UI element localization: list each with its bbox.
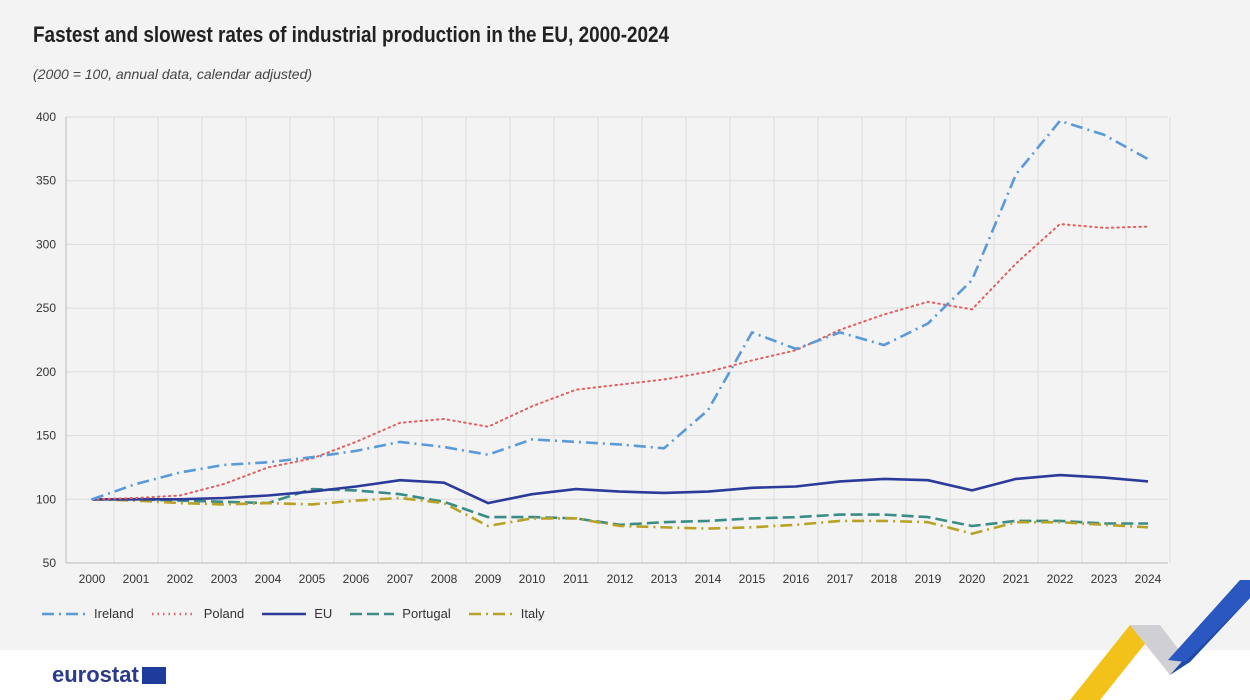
- x-tick-label: 2007: [387, 572, 414, 586]
- x-tick-label: 2019: [915, 572, 942, 586]
- y-tick-label: 50: [43, 556, 57, 570]
- x-tick-label: 2002: [167, 572, 194, 586]
- series-line-poland: [91, 223, 1149, 501]
- legend-label: Poland: [203, 606, 245, 621]
- legend-item-eu: EU: [262, 606, 332, 621]
- x-tick-label: 2024: [1135, 572, 1162, 586]
- x-tick-label: 2006: [343, 572, 370, 586]
- x-tick-label: 2020: [959, 572, 986, 586]
- legend-item-ireland: Ireland: [42, 606, 134, 621]
- legend-swatch: [350, 612, 395, 615]
- legend-swatch: [262, 612, 307, 615]
- series-line-eu: [92, 473, 1149, 505]
- brand-name: eurostat: [52, 662, 139, 687]
- legend-swatch: [151, 612, 196, 615]
- x-tick-label: 2004: [255, 572, 282, 586]
- x-tick-label: 2015: [739, 572, 766, 586]
- x-tick-label: 2005: [299, 572, 326, 586]
- legend-label: Portugal: [402, 606, 451, 621]
- legend: Ireland Poland EU Portugal Italy: [42, 606, 545, 621]
- x-tick-label: 2009: [475, 572, 502, 586]
- legend-item-poland: Poland: [151, 606, 245, 621]
- y-tick-label: 350: [36, 174, 56, 188]
- y-tick-label: 400: [36, 110, 56, 124]
- x-tick-label: 2014: [695, 572, 722, 586]
- legend-item-portugal: Portugal: [350, 606, 451, 621]
- x-tick-label: 2018: [871, 572, 898, 586]
- x-tick-label: 2021: [1003, 572, 1030, 586]
- y-tick-label: 300: [36, 237, 56, 251]
- series-line-ireland: [91, 119, 1149, 501]
- legend-item-italy: Italy: [468, 606, 545, 621]
- x-tick-label: 2012: [607, 572, 634, 586]
- legend-swatch: [468, 612, 513, 615]
- series-line-italy: [91, 496, 1149, 535]
- x-tick-label: 2022: [1047, 572, 1074, 586]
- line-chart: 50 100 150 200 250 300 350 400 2000 2001 2002 2003 2…: [36, 110, 1171, 586]
- x-tick-label: 2008: [431, 572, 458, 586]
- legend-label: Italy: [520, 606, 545, 621]
- legend-label: EU: [314, 606, 333, 621]
- series-line-portugal: [92, 487, 1148, 528]
- x-tick-label: 2003: [211, 572, 238, 586]
- eu-flag-icon: [141, 666, 166, 684]
- y-tick-label: 150: [36, 429, 56, 443]
- x-tick-label: 2000: [79, 572, 106, 586]
- x-tick-label: 2017: [827, 572, 854, 586]
- x-tick-label: 2013: [651, 572, 678, 586]
- eurostat-logo: eurostat: [52, 662, 166, 688]
- legend-label: Ireland: [94, 606, 134, 621]
- x-tick-label: 2010: [519, 572, 546, 586]
- y-tick-label: 200: [36, 365, 56, 379]
- x-tick-label: 2001: [123, 572, 150, 586]
- x-tick-label: 2023: [1091, 572, 1118, 586]
- legend-swatch: [42, 612, 86, 615]
- decorative-chevron-graphic: [1070, 580, 1250, 700]
- chart-title: Fastest and slowest rates of industrial …: [33, 22, 670, 47]
- y-tick-label: 100: [36, 492, 56, 506]
- chart-panel: Fastest and slowest rates of industrial …: [0, 0, 1250, 650]
- x-tick-label: 2016: [783, 572, 810, 586]
- y-tick-label: 250: [36, 301, 56, 315]
- chart-subtitle: (2000 = 100, annual data, calendar adjus…: [33, 66, 313, 82]
- x-tick-label: 2011: [563, 572, 589, 586]
